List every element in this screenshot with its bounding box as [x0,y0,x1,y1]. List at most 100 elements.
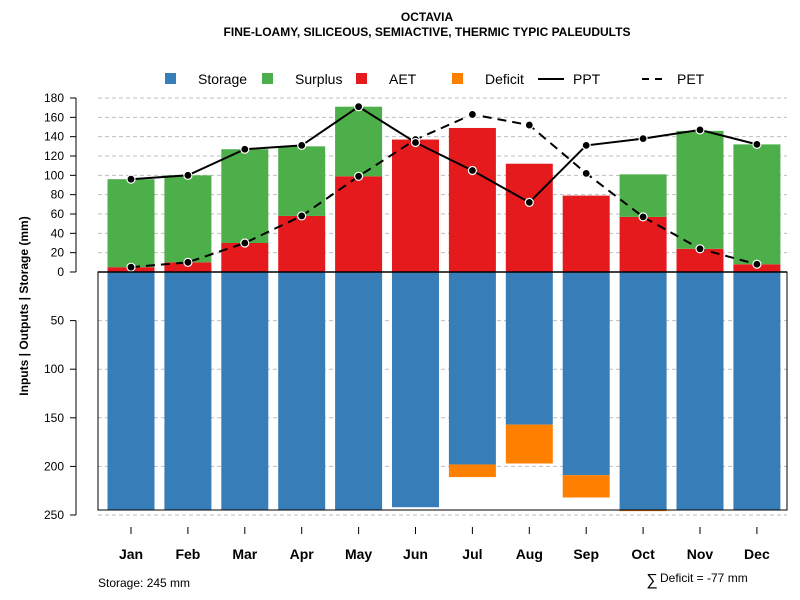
point-pet [467,109,477,120]
point-pet [240,238,250,248]
legend-label-surplus: Surplus [295,71,342,87]
chart-title: OCTAVIA [401,10,454,24]
bar-storage [448,272,496,465]
bar-storage [676,272,724,511]
legend-swatch-deficit [452,73,463,84]
legend-label-storage: Storage [198,71,247,87]
legend: Storage Surplus AET Deficit PPT PET [165,71,705,87]
series-line-ppt [130,105,758,204]
point-pet [581,168,591,178]
y-tick-label: 140 [44,130,64,144]
bar-aet [164,262,212,272]
legend-label-aet: AET [389,71,417,87]
legend-label-ppt: PPT [573,71,601,87]
bar-aet [221,243,269,272]
bar-surplus [619,174,667,217]
deficit-note: Deficit = -77 mm [660,571,748,585]
bar-storage [505,272,553,425]
y-tick-label: 150 [44,411,64,425]
point-pet [297,211,307,221]
bar-storage [733,272,781,511]
bars [107,106,781,512]
legend-swatch-surplus [262,73,273,84]
bar-aet [448,127,496,272]
bar-surplus [221,149,269,243]
bar-storage [278,272,326,511]
point-ppt [126,174,136,184]
y-tick-label: 50 [51,314,65,328]
legend-label-deficit: Deficit [485,71,524,87]
bar-aet [562,195,610,272]
plot-frame [97,271,788,511]
y-tick-label: 0 [57,265,64,279]
storage-note: Storage: 245 mm [98,576,190,590]
axes: 0 20 40 60 80 100 120 140 160 180 50 100 150 200 250 Ja… [44,91,770,562]
bar-aet [392,139,439,272]
point-pet [183,257,193,267]
point-pet [524,120,534,130]
x-tick-label: Aug [516,546,543,562]
point-ppt [638,134,648,144]
bar-storage [392,272,439,508]
point-pet [638,212,648,222]
point-ppt [297,140,307,150]
y-tick-label: 40 [51,226,65,240]
bar-storage [335,272,383,511]
bar-aet [676,248,724,272]
y-tick-label: 20 [51,246,65,260]
series-lines [126,102,762,272]
bar-storage [562,272,610,476]
x-tick-label: Dec [744,546,770,562]
bar-storage [107,272,155,511]
point-ppt [524,197,534,207]
point-ppt [752,139,762,149]
bar-aet [505,163,553,272]
bar-surplus [676,130,724,249]
grid-lines [98,97,787,516]
legend-label-pet: PET [677,71,705,87]
point-pet [695,244,705,254]
point-pet [354,171,364,181]
bar-deficit [619,510,667,512]
point-ppt [183,170,193,180]
point-ppt [240,144,250,154]
y-axis-label: Inputs | Outputs | Storage (mm) [17,216,31,395]
y-tick-label: 60 [51,207,65,221]
point-ppt [467,165,477,176]
bar-surplus [164,175,212,263]
bar-storage [221,272,269,511]
y-tick-label: 250 [44,508,64,522]
bar-surplus [733,144,781,265]
y-tick-label: 200 [44,459,64,473]
y-tick-label: 100 [44,362,64,376]
deficit-sum-icon: ∑ [646,572,657,589]
legend-swatch-aet [356,73,367,84]
bar-aet [278,215,326,272]
bar-aet [335,176,383,272]
series-line-pet [130,113,758,269]
point-pet [752,259,762,269]
point-pet [126,262,136,272]
y-tick-label: 160 [44,110,64,124]
chart-subtitle: FINE-LOAMY, SILICEOUS, SEMIACTIVE, THERM… [224,25,631,39]
y-tick-label: 120 [44,149,64,163]
legend-swatch-storage [165,73,176,84]
x-tick-label: Nov [687,546,714,562]
point-ppt [354,102,364,112]
x-tick-label: May [345,546,372,562]
x-tick-label: Mar [232,546,257,562]
point-ppt [695,125,705,135]
x-tick-label: Jul [462,546,482,562]
point-ppt [581,140,591,150]
bar-deficit [562,475,610,498]
x-tick-label: Feb [175,546,200,562]
x-tick-label: Sep [573,546,599,562]
bar-surplus [107,179,155,268]
bar-deficit [505,424,553,464]
x-tick-label: Oct [631,546,655,562]
x-tick-label: Jun [403,546,428,562]
bar-storage [619,272,667,511]
y-tick-label: 80 [51,188,65,202]
bar-storage [164,272,212,511]
